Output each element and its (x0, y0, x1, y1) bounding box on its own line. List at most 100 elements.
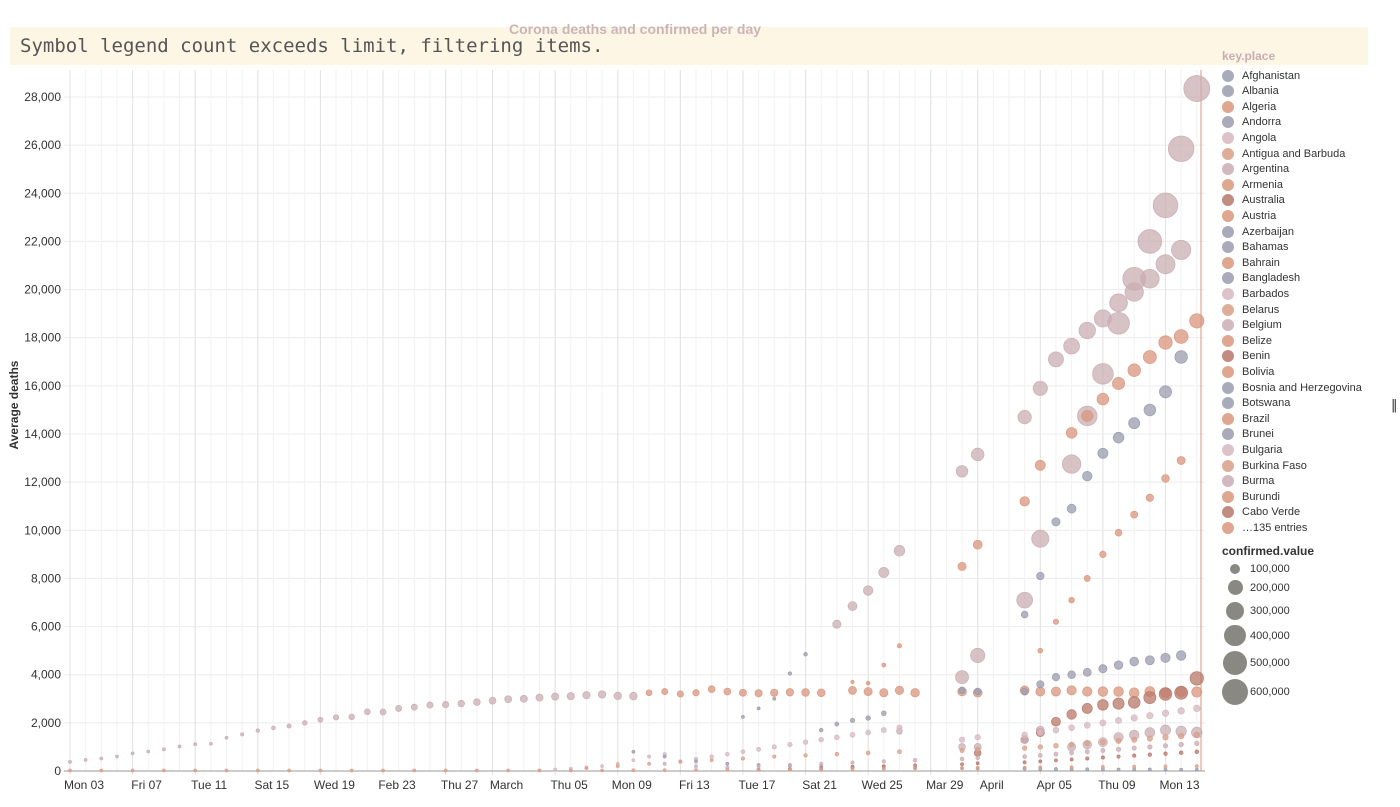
legend-swatch-icon (1222, 147, 1234, 160)
legend-item[interactable]: Algeria (1222, 99, 1276, 114)
legend-swatch-icon (1222, 69, 1234, 82)
data-point (99, 768, 104, 773)
legend-item[interactable]: Antigua and Barbuda (1222, 146, 1345, 161)
legend-item[interactable]: Botswana (1222, 396, 1290, 411)
data-point (302, 720, 308, 726)
legend-item[interactable]: Belgium (1222, 318, 1282, 333)
data-point (971, 447, 985, 462)
data-point (709, 754, 714, 759)
legend-swatch-icon (1222, 100, 1234, 113)
legend-item[interactable]: Belize (1222, 333, 1272, 348)
data-point (1193, 731, 1201, 739)
legend-item[interactable]: Armenia (1222, 177, 1283, 192)
data-point (1069, 757, 1074, 762)
data-point (1112, 697, 1125, 710)
data-point (1115, 737, 1122, 744)
data-point (958, 736, 966, 743)
legend-item[interactable]: Barbados (1222, 286, 1289, 301)
legend-item[interactable]: Argentina (1222, 162, 1289, 177)
legend-item[interactable]: Bahrain (1222, 255, 1280, 270)
data-point (457, 699, 465, 708)
data-point (1158, 687, 1173, 701)
legend-swatch-icon (1222, 521, 1234, 534)
data-point (1092, 363, 1114, 385)
data-point (1082, 686, 1093, 697)
data-point (600, 764, 604, 769)
data-point (1178, 741, 1184, 748)
legend-item[interactable]: Bahamas (1222, 240, 1288, 255)
x-tick-label: Feb 23 (378, 778, 416, 792)
legend-item[interactable]: Austria (1222, 208, 1276, 223)
legend-item[interactable]: Belarus (1222, 302, 1279, 317)
data-point (910, 688, 920, 698)
data-point (881, 662, 887, 668)
legend-item[interactable]: Afghanistan (1222, 68, 1300, 83)
legend-item[interactable]: Bangladesh (1222, 271, 1300, 286)
x-tick-label: Thu 05 (550, 778, 588, 792)
legend-label: Benin (1242, 350, 1271, 363)
data-point (1155, 254, 1176, 275)
x-tick-label: Sat 21 (802, 778, 837, 792)
legend-label: Armenia (1242, 178, 1283, 191)
x-tick-label: Tue 17 (738, 778, 775, 792)
data-point (1081, 409, 1094, 422)
y-tick-label: 28,000 (24, 90, 61, 104)
legend-item[interactable]: Albania (1222, 84, 1279, 99)
data-point (913, 766, 917, 771)
legend-item[interactable]: Azerbaijan (1222, 224, 1294, 239)
data-point (568, 768, 573, 773)
legend-item[interactable]: Bulgaria (1222, 442, 1282, 457)
data-point (1081, 702, 1093, 714)
data-point (975, 746, 981, 752)
data-point (725, 767, 730, 772)
data-point (834, 751, 840, 757)
x-tick-label: Wed 25 (862, 778, 903, 792)
data-point (1152, 192, 1179, 219)
legend-swatch-icon (1222, 194, 1234, 207)
data-point (785, 688, 795, 697)
legend-swatch-icon (1222, 350, 1234, 363)
data-point (975, 761, 980, 766)
legend-item[interactable]: Brunei (1222, 427, 1274, 442)
legend-item[interactable]: …135 entries (1222, 520, 1307, 535)
legend-swatch-icon (1222, 225, 1234, 238)
data-point (364, 708, 371, 716)
legend-label: Angola (1242, 131, 1277, 144)
legend-item[interactable]: Bosnia and Herzegovina (1222, 380, 1362, 395)
size-swatch-icon (1223, 651, 1247, 675)
data-point (865, 750, 871, 756)
legend-label: Andorra (1242, 116, 1282, 129)
y-tick-label: 4,000 (31, 668, 61, 682)
legend-item[interactable]: Angola (1222, 130, 1276, 145)
legend-label: Cabo Verde (1242, 506, 1301, 519)
legend-item[interactable]: Brazil (1222, 411, 1270, 426)
data-point (1194, 764, 1199, 769)
legend-item[interactable]: Bolivia (1222, 364, 1274, 379)
x-tick-label: Mon 09 (612, 778, 652, 792)
legend-item[interactable]: Burkina Faso (1222, 458, 1307, 473)
data-point (960, 762, 964, 767)
data-point (1147, 744, 1153, 750)
legend-item[interactable]: Andorra (1222, 115, 1281, 130)
data-point (1127, 363, 1141, 377)
data-point (1173, 329, 1189, 344)
legend-item[interactable]: Burma (1222, 474, 1274, 489)
data-point (1130, 714, 1138, 722)
legend-label: Bangladesh (1242, 272, 1301, 285)
legend-item[interactable]: Burundi (1222, 489, 1280, 504)
data-point (1052, 618, 1059, 625)
legend-item[interactable]: Cabo Verde (1222, 505, 1300, 520)
legend-label: Antigua and Barbuda (1242, 147, 1346, 160)
legend-label: Burundi (1242, 490, 1280, 503)
chart-title: Corona deaths and confirmed per day (508, 21, 762, 37)
legend-item[interactable]: Benin (1222, 349, 1270, 364)
data-point (412, 768, 417, 773)
y-tick-label: 26,000 (24, 138, 61, 152)
data-point (1082, 667, 1092, 677)
data-point (488, 696, 497, 705)
data-point (1084, 740, 1091, 747)
resize-handle-icon[interactable]: ‖ (1391, 398, 1398, 413)
data-point (442, 700, 450, 709)
legend-item[interactable]: Australia (1222, 193, 1285, 208)
data-point (1128, 417, 1141, 430)
